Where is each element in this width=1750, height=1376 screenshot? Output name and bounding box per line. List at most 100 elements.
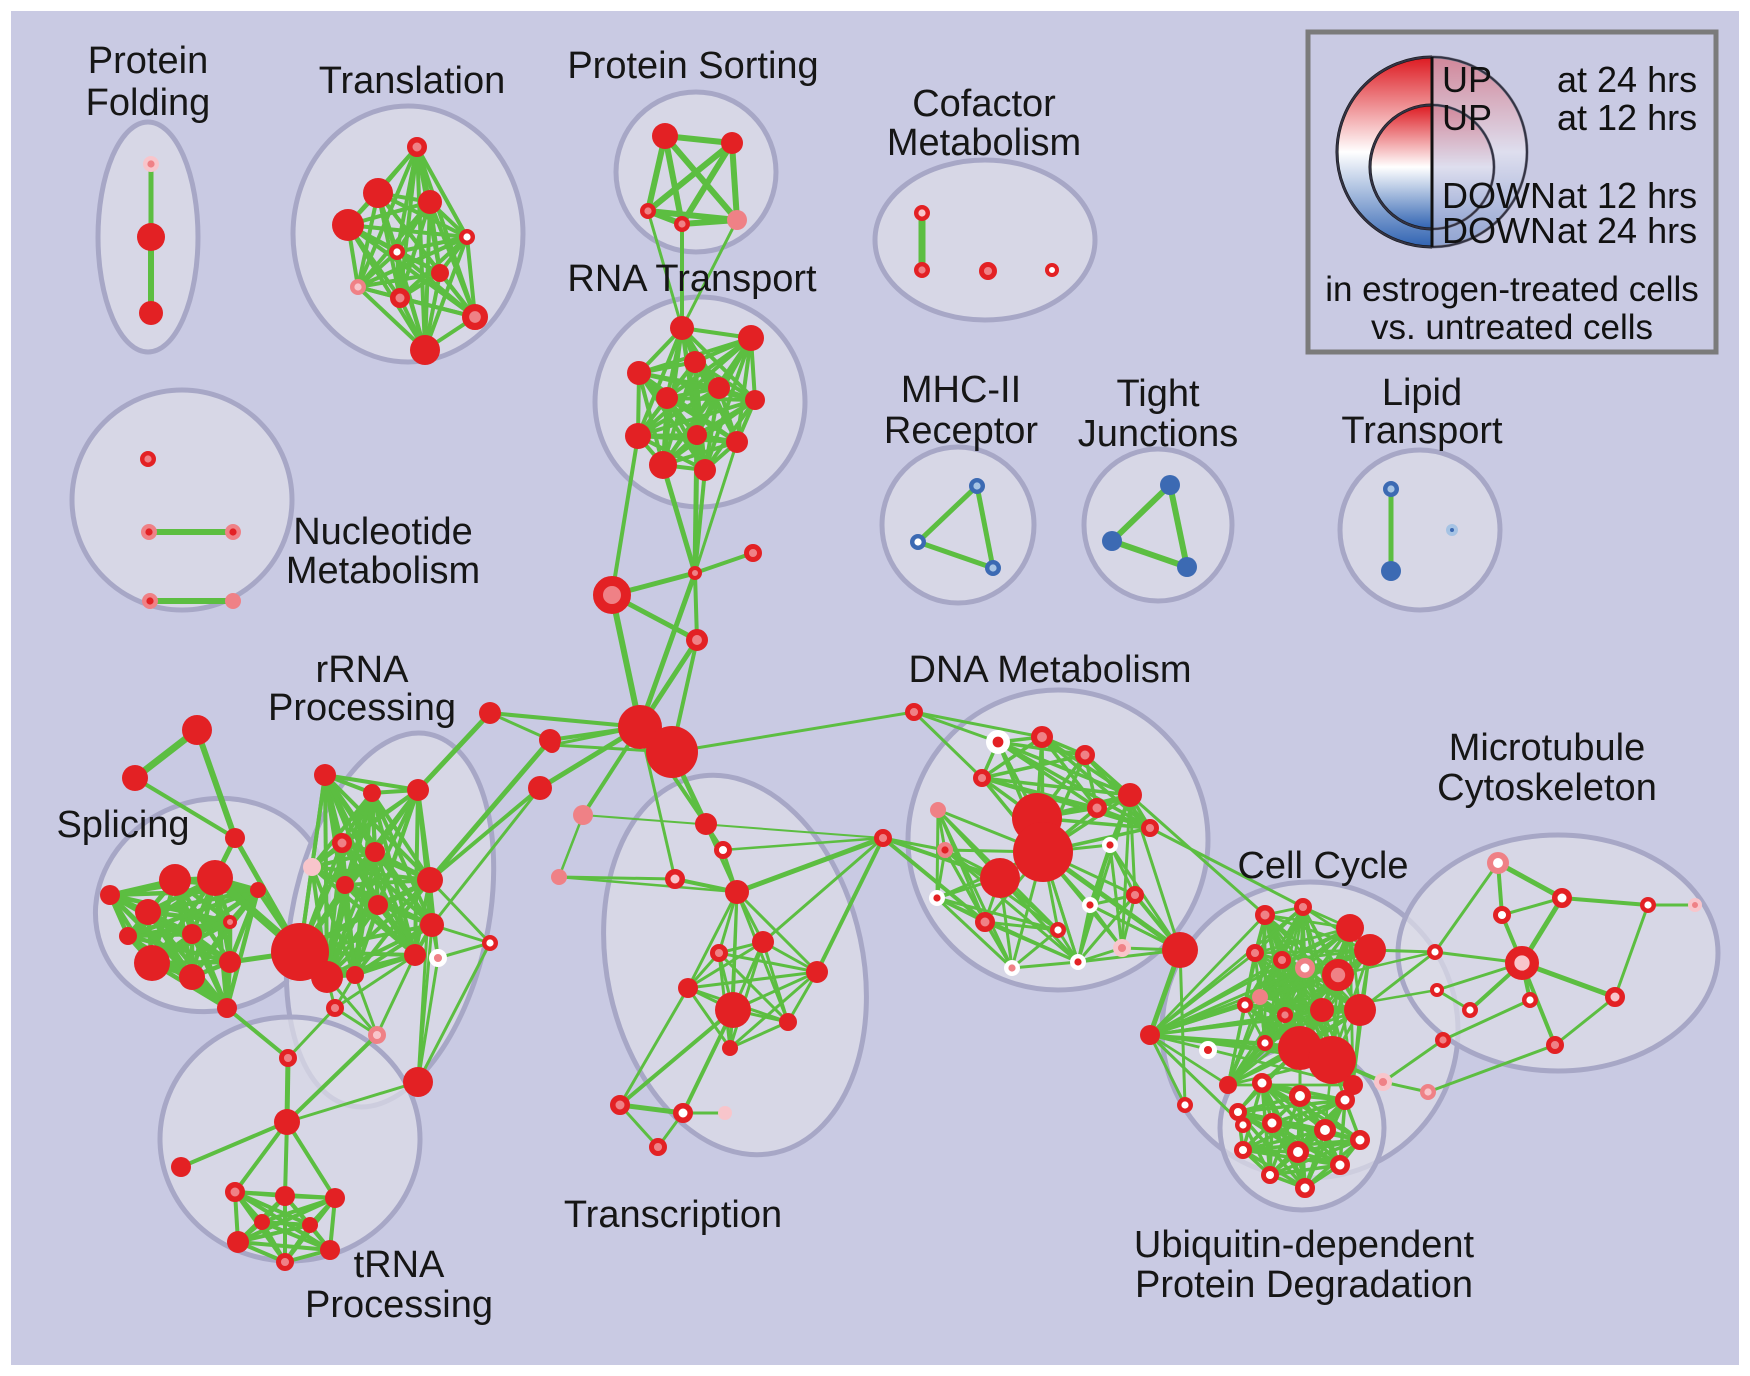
node-tr5 bbox=[459, 228, 476, 245]
edge-br1-cc20 bbox=[1148, 1033, 1245, 1127]
edge-ub10-ub11 bbox=[1269, 1163, 1341, 1177]
node-tc3 bbox=[678, 978, 698, 998]
node-tc2 bbox=[752, 931, 774, 953]
node-dm12 bbox=[1081, 897, 1098, 914]
cluster-label-trna-processing-line1: tRNA bbox=[354, 1244, 445, 1286]
cluster-tight-junctions bbox=[1081, 446, 1235, 604]
node-tn4 bbox=[227, 1231, 249, 1253]
edge-rr9-rr12 bbox=[353, 878, 432, 977]
node-tn2 bbox=[275, 1186, 295, 1206]
node-tj1 bbox=[1160, 475, 1180, 495]
node-tn3 bbox=[325, 1188, 345, 1208]
edge-ps3-rt1 bbox=[646, 210, 684, 329]
node-dm18 bbox=[1004, 960, 1021, 977]
edge-ps1-ps4 bbox=[662, 135, 685, 225]
node-dm5 bbox=[930, 802, 946, 818]
node-sl7 bbox=[179, 964, 205, 990]
edge-bz2-mc8 bbox=[1427, 1043, 1556, 1094]
node-tc6 bbox=[806, 961, 828, 983]
legend-row2-time: at 12 hrs bbox=[1557, 97, 1697, 138]
edge-tn4-tn8 bbox=[237, 1223, 311, 1244]
edge-dm12-dm16 bbox=[1076, 904, 1092, 963]
node-dm2 bbox=[1031, 726, 1054, 749]
node-dm17 bbox=[1112, 938, 1131, 957]
node-mcl1 bbox=[1426, 944, 1443, 961]
legend-box bbox=[1305, 29, 1719, 355]
node-sl6 bbox=[134, 945, 170, 981]
edge-cc3-cc4 bbox=[1254, 926, 1351, 955]
edge-rt12-s1 bbox=[693, 469, 707, 574]
node-rt4 bbox=[627, 361, 651, 385]
edge-dm13-dm18 bbox=[1011, 928, 1059, 970]
edge-dm3-dm4 bbox=[981, 753, 1086, 780]
node-cn4 bbox=[573, 805, 593, 825]
node-tc4 bbox=[715, 992, 751, 1028]
edge-tc3-tc6 bbox=[687, 970, 818, 990]
node-mc8 bbox=[1545, 1035, 1564, 1054]
node-rt2 bbox=[738, 325, 764, 351]
node-s4 bbox=[686, 629, 709, 652]
edge-tc4-tc9 bbox=[681, 1009, 735, 1114]
edge-bz3-mc5 bbox=[1442, 998, 1531, 1042]
node-bz1 bbox=[1373, 1072, 1392, 1091]
node-cc6 bbox=[1354, 934, 1386, 966]
node-rt12 bbox=[694, 459, 716, 481]
node-t4 bbox=[725, 880, 749, 904]
edge-huba-t3 bbox=[638, 726, 677, 880]
node-tn6 bbox=[320, 1240, 340, 1260]
cluster-label-cofactor-metabolism-line2: Metabolism bbox=[887, 122, 1081, 164]
cluster-label-ubiquitin-degradation-line1: Ubiquitin-dependent bbox=[1134, 1224, 1475, 1266]
node-cc16 bbox=[1343, 1075, 1363, 1095]
edge-dmg-dm9 bbox=[882, 836, 946, 852]
cluster-label-mhc-ii-receptor-line1: MHC-II bbox=[901, 369, 1021, 411]
cluster-label-nucleotide-metabolism-line1: Nucleotide bbox=[293, 511, 473, 553]
cluster-label-trna-processing-line2: Processing bbox=[305, 1284, 493, 1326]
cluster-label-tight-junctions-line1: Tight bbox=[1116, 373, 1200, 415]
node-nm2 bbox=[140, 524, 157, 541]
node-tr2 bbox=[363, 178, 393, 208]
edge-dmr-cc19 bbox=[1178, 949, 1187, 1106]
edge-rr9-cn2 bbox=[428, 738, 552, 882]
node-mh1 bbox=[969, 478, 986, 495]
node-tnm bbox=[274, 1109, 300, 1135]
legend-row4-label: DOWN bbox=[1442, 210, 1556, 251]
node-nm3 bbox=[224, 524, 241, 541]
node-sl10 bbox=[119, 927, 137, 945]
node-rt9 bbox=[687, 425, 707, 445]
edge-rr11-rr14 bbox=[375, 954, 417, 1036]
edge-tc8-tc9 bbox=[619, 1102, 684, 1116]
edge-cn5-t3 bbox=[558, 875, 676, 881]
cluster-label-nucleotide-metabolism-line2: Metabolism bbox=[286, 550, 480, 592]
cluster-label-rna-transport: RNA Transport bbox=[567, 258, 817, 300]
edge-sl8-sl11 bbox=[108, 893, 232, 964]
cluster-label-microtubule-cytoskeleton-line1: Microtubule bbox=[1449, 727, 1645, 769]
edge-dmg-dmb3 bbox=[882, 836, 1001, 880]
edge-rr1-rr11 bbox=[323, 774, 417, 956]
node-rr13 bbox=[326, 998, 345, 1017]
node-rr7 bbox=[336, 876, 354, 894]
node-dm16 bbox=[1069, 954, 1086, 971]
node-rt5 bbox=[708, 377, 730, 399]
cluster-mhc-ii-receptor bbox=[879, 444, 1037, 606]
node-sl12 bbox=[250, 882, 266, 898]
node-mc9 bbox=[1639, 897, 1656, 914]
node-cn1 bbox=[479, 702, 501, 724]
node-bz2 bbox=[1419, 1083, 1436, 1100]
edge-rr6-rr12 bbox=[353, 851, 377, 976]
edge-tr7-tr8 bbox=[357, 271, 441, 289]
node-layer bbox=[100, 123, 1702, 1271]
legend-footnote-line1: in estrogen-treated cells bbox=[1325, 270, 1699, 309]
edge-cc1-br1 bbox=[1148, 914, 1267, 1036]
node-ps4 bbox=[674, 215, 691, 232]
node-tj2 bbox=[1102, 531, 1122, 551]
cluster-label-transcription: Transcription bbox=[564, 1194, 782, 1236]
cluster-label-dna-metabolism: DNA Metabolism bbox=[909, 649, 1192, 691]
edge-tn3-tn7 bbox=[261, 1196, 336, 1224]
cluster-label-tight-junctions-line2: Junctions bbox=[1078, 413, 1239, 455]
node-mc6 bbox=[1605, 987, 1625, 1007]
edge-tnm-tnl bbox=[180, 1120, 288, 1169]
legend-row3-label: DOWN bbox=[1442, 175, 1556, 216]
node-tr11 bbox=[410, 335, 440, 365]
edge-dm6-dm14 bbox=[1128, 794, 1137, 896]
